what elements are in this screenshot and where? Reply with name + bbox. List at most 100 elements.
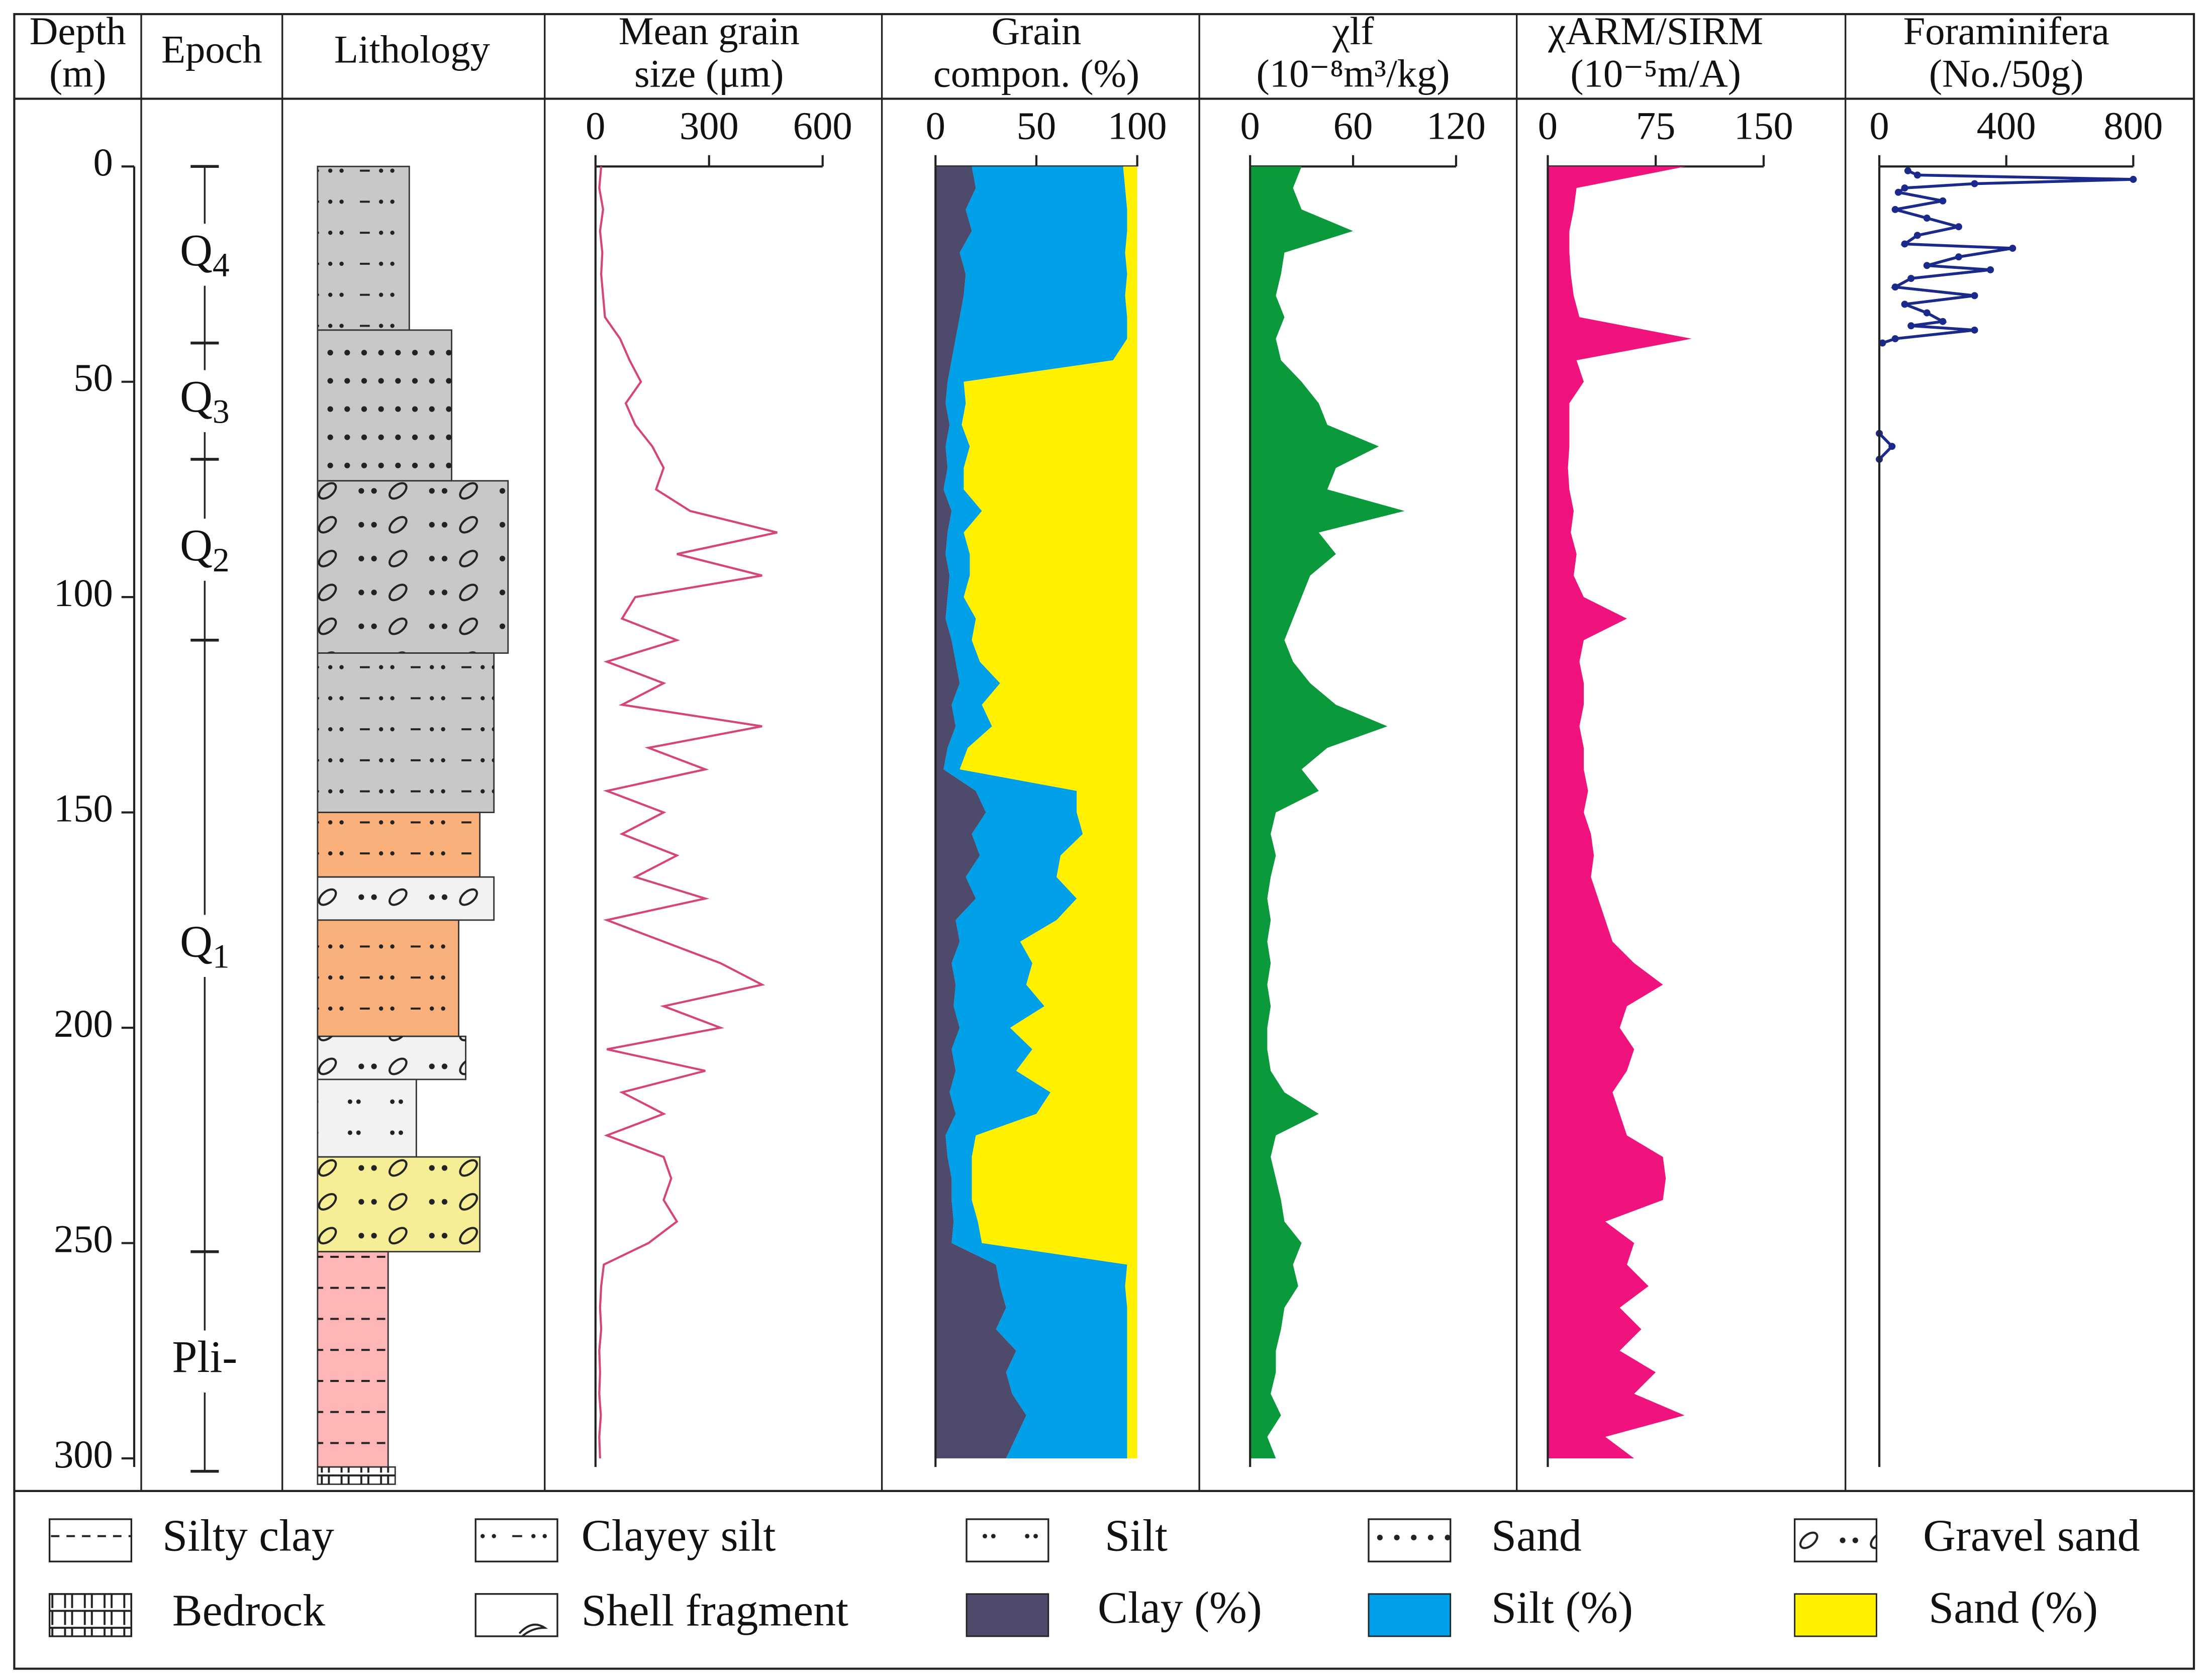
track-title: Mean grain (619, 9, 800, 53)
legend-swatch (1368, 1593, 1452, 1637)
marker (1955, 253, 1962, 261)
track-title: χARM/SIRM (1548, 9, 1763, 53)
y-tick-label: 100 (54, 571, 113, 615)
marker (1891, 206, 1899, 213)
legend-label: Silt (%) (1491, 1583, 1633, 1633)
track-title: (No./50g) (1929, 51, 2084, 95)
x-tick-label: 60 (1333, 104, 1373, 147)
y-tick-label: 150 (54, 786, 113, 830)
y-tick-label: 50 (73, 356, 113, 400)
x-tick-label: 400 (1977, 104, 2036, 147)
epoch-label: Q4 (180, 225, 230, 284)
marker (2009, 245, 2016, 252)
epoch-sub: 4 (213, 246, 230, 284)
lithology-pattern (317, 1079, 417, 1157)
marker (1971, 292, 1978, 300)
lithology-title: Lithology (334, 28, 490, 71)
x-tick-label: 0 (1538, 104, 1558, 147)
track-title: size (μm) (634, 51, 784, 95)
track-title: χlf (1332, 9, 1375, 53)
epoch-name: Q (180, 225, 213, 275)
y-tick-label: 200 (54, 1002, 113, 1045)
legend-pattern (49, 1594, 132, 1636)
x-tick-label: 120 (1426, 104, 1486, 147)
legend-pattern (475, 1594, 558, 1636)
depth-title: Depth (30, 9, 126, 53)
area (1250, 166, 1405, 1459)
epoch-name: Q (180, 917, 213, 966)
marker (1904, 167, 1911, 174)
marker (1907, 274, 1915, 282)
marker (1879, 339, 1886, 347)
epoch-label: Q2 (180, 520, 230, 579)
track-title: Grain (992, 9, 1082, 53)
legend-label: Clay (%) (1098, 1583, 1262, 1633)
epoch-label: Q1 (180, 917, 230, 975)
legend-label: Sand (1491, 1511, 1582, 1561)
legend-label: Clayey silt (582, 1511, 776, 1561)
epoch-title: Epoch (161, 28, 262, 71)
x-tick-label: 150 (1734, 104, 1793, 147)
column-dividers (140, 14, 1847, 1491)
lithology-pattern (317, 330, 452, 481)
x-tick-label: 800 (2103, 104, 2163, 147)
legend-pattern (1368, 1519, 1451, 1562)
marker (1955, 223, 1962, 231)
x-tick-label: 100 (1108, 104, 1167, 147)
marker (1901, 184, 1908, 192)
marker (1901, 240, 1908, 248)
marker (1971, 326, 1978, 334)
legend-label: Sand (%) (1929, 1583, 2098, 1633)
legend-label: Bedrock (172, 1586, 325, 1635)
x-tick-label: 0 (586, 104, 605, 147)
lithology-pattern (317, 812, 480, 877)
epoch-label: Q3 (180, 372, 230, 431)
x-tick-label: 300 (680, 104, 739, 147)
y-tick-label: 300 (54, 1432, 113, 1476)
marker (1987, 266, 1994, 273)
x-tick-label: 0 (1869, 104, 1889, 147)
legend-label: Silty clay (162, 1511, 334, 1561)
epoch-label: Pli- (172, 1332, 237, 1382)
epoch-name: Q (180, 520, 213, 570)
depth-title: (m) (49, 51, 106, 95)
lithology-pattern (317, 653, 494, 813)
legend-swatch (1794, 1593, 1877, 1637)
legend-label: Silt (1105, 1511, 1168, 1561)
lithology-pattern (317, 1157, 480, 1252)
legend-swatch (966, 1593, 1049, 1637)
stacked-area (935, 166, 1026, 1459)
marker (1913, 232, 1921, 239)
y-tick-label: 250 (54, 1217, 113, 1261)
x-tick-label: 50 (1017, 104, 1056, 147)
x-tick-label: 0 (926, 104, 945, 147)
lithology-pattern (317, 166, 410, 330)
epoch-sub: 1 (213, 938, 230, 975)
lithology-pattern (317, 1467, 396, 1485)
legend-pattern (49, 1519, 132, 1562)
epoch-sub: 2 (213, 541, 230, 579)
x-tick-label: 600 (793, 104, 852, 147)
track-title: (10⁻⁵m/A) (1570, 51, 1741, 95)
track-title: (10⁻⁸m³/kg) (1257, 51, 1450, 95)
marker (1923, 262, 1931, 269)
marker (1891, 335, 1899, 343)
stacked-area (959, 166, 1137, 1459)
line (598, 166, 778, 1459)
x-tick-label: 0 (1240, 104, 1260, 147)
legend-label: Shell fragment (582, 1586, 848, 1635)
marker (1971, 180, 1978, 187)
stacked-area (943, 166, 1127, 1459)
lithology-pattern (317, 920, 459, 1037)
legend-pattern (475, 1519, 558, 1562)
marker (1888, 443, 1896, 450)
legend-pattern (1794, 1519, 1877, 1562)
track-title: Foraminifera (1903, 9, 2109, 53)
epoch-name: Q (180, 372, 213, 422)
marker (1939, 318, 1947, 325)
marker (1894, 188, 1902, 196)
marker (1923, 215, 1931, 222)
x-tick-label: 75 (1636, 104, 1676, 147)
